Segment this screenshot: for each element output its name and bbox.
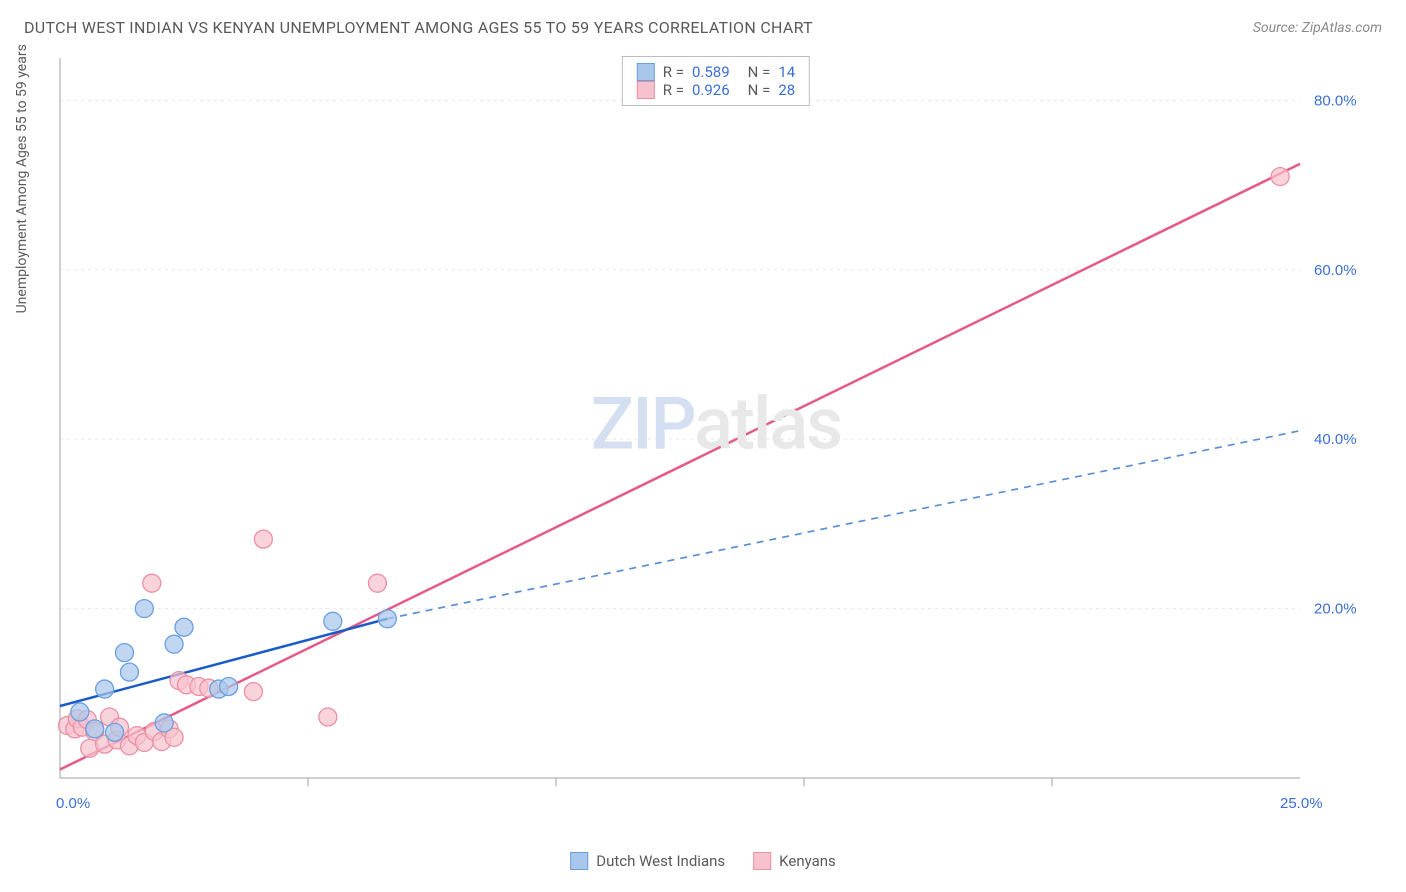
legend-item-dutch: Dutch West Indians: [570, 852, 725, 870]
r-label: R =: [663, 81, 684, 99]
n-label: N =: [748, 81, 771, 99]
swatch-kenyan-icon: [753, 852, 771, 870]
svg-text:20.0%: 20.0%: [1314, 601, 1357, 618]
swatch-dutch-icon: [570, 852, 588, 870]
source-attribution: Source: ZipAtlas.com: [1253, 20, 1382, 36]
n-label: N =: [748, 63, 771, 81]
svg-text:60.0%: 60.0%: [1314, 262, 1357, 279]
swatch-dutch: [637, 63, 655, 81]
svg-text:0.0%: 0.0%: [56, 795, 90, 812]
svg-text:80.0%: 80.0%: [1314, 92, 1357, 109]
swatch-kenyan: [637, 81, 655, 99]
stats-row-kenyan: R = 0.926 N = 28: [637, 81, 795, 99]
r-label: R =: [663, 63, 684, 81]
chart-container: Unemployment Among Ages 55 to 59 years 2…: [50, 48, 1382, 832]
scatter-chart: 20.0% 40.0% 60.0% 80.0% 0.0% 25.0%: [50, 48, 1370, 818]
r-value-kenyan: 0.926: [692, 81, 730, 99]
stats-row-dutch: R = 0.589 N = 14: [637, 63, 795, 81]
n-value-dutch: 14: [778, 63, 795, 81]
legend-item-kenyan: Kenyans: [753, 852, 836, 870]
svg-text:40.0%: 40.0%: [1314, 431, 1357, 448]
stats-legend-box: R = 0.589 N = 14 R = 0.926 N = 28: [622, 56, 810, 106]
svg-text:25.0%: 25.0%: [1280, 795, 1323, 812]
chart-title: DUTCH WEST INDIAN VS KENYAN UNEMPLOYMENT…: [24, 18, 813, 37]
r-value-dutch: 0.589: [692, 63, 730, 81]
legend-label-dutch: Dutch West Indians: [596, 852, 725, 870]
y-axis-label: Unemployment Among Ages 55 to 59 years: [14, 44, 30, 313]
n-value-kenyan: 28: [778, 81, 795, 99]
legend-label-kenyan: Kenyans: [779, 852, 836, 870]
bottom-legend: Dutch West Indians Kenyans: [570, 852, 836, 870]
